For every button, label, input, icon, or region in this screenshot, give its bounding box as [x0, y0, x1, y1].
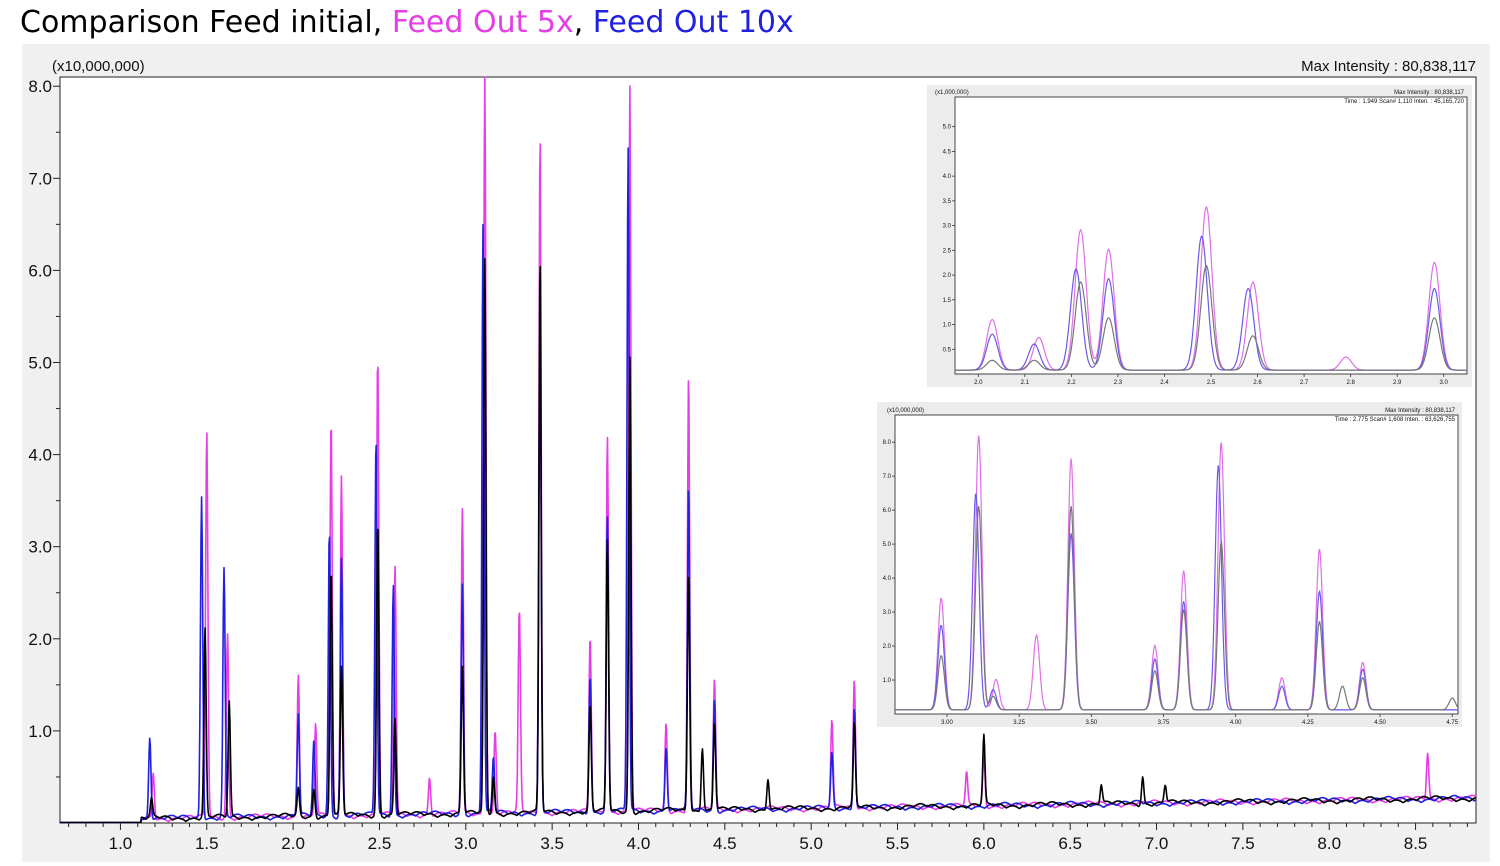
series-line-feed-initial: [59, 258, 1477, 824]
chart-title: Comparison Feed initial, Feed Out 5x, Fe…: [20, 4, 794, 42]
inset-1-subheader: Time : 1.949 Scan# 1,110 Inten. : 45,165…: [1344, 99, 1464, 105]
y-tick-label: 8.0: [28, 77, 52, 96]
inset-chart-2: (x10,000,000) Max Intensity : 80,838,117…: [877, 402, 1462, 727]
title-series-feed-out-10x: Feed Out 10x: [592, 5, 794, 40]
x-tick-label: 1.5: [195, 834, 219, 853]
inset-2-multiplier: (x10,000,000): [887, 408, 924, 414]
x-tick-label: 8.0: [1317, 834, 1341, 853]
max-intensity-label: Max Intensity : 80,838,117: [1301, 58, 1476, 75]
y-tick-label: 2.0: [28, 630, 52, 649]
inset-1-axes: 2.0 2.1 2.2 2.3 2.4 2.5 2.6 2.7 2.8 2.9 3.0 0.5 1.0 1…: [943, 125, 1449, 386]
inset-y-tick-label: 1.0: [943, 323, 952, 329]
inset-y-tick-label: 5.0: [883, 542, 892, 548]
inset-y-tick-label: 3.0: [943, 224, 952, 230]
title-sep-1: ,: [372, 5, 392, 40]
inset-2-plot-area: [894, 414, 1459, 715]
inset-y-tick-label: 4.5: [943, 149, 952, 155]
inset-y-tick-label: 2.0: [943, 273, 952, 279]
inset-y-tick-label: 7.0: [883, 474, 892, 480]
inset-x-tick-label: 2.3: [1114, 380, 1123, 386]
inset-1-header: Max Intensity : 80,838,117: [1394, 90, 1465, 96]
inset-x-tick-label: 4.50: [1374, 720, 1386, 726]
inset-y-tick-label: 1.0: [883, 678, 892, 684]
x-tick-label: 2.5: [368, 834, 392, 853]
inset-y-tick-label: 6.0: [883, 508, 892, 514]
inset-series-line-feed-initial: [955, 264, 1467, 371]
inset-x-tick-label: 4.25: [1302, 720, 1314, 726]
inset-x-tick-label: 2.5: [1207, 380, 1216, 386]
inset-y-tick-label: 5.0: [943, 125, 952, 131]
inset-x-tick-label: 2.7: [1300, 380, 1309, 386]
inset-y-tick-label: 0.5: [943, 347, 952, 353]
y-tick-label: 6.0: [28, 261, 52, 280]
x-tick-label: 5.5: [886, 834, 910, 853]
inset-x-tick-label: 3.0: [1440, 380, 1449, 386]
inset-y-tick-label: 2.0: [883, 644, 892, 650]
inset-2-series: [894, 435, 1459, 711]
x-tick-label: 6.5: [1058, 834, 1082, 853]
x-tick-label: 4.5: [713, 834, 737, 853]
x-tick-label: 4.0: [627, 834, 651, 853]
y-tick-label: 3.0: [28, 538, 52, 557]
inset-x-tick-label: 2.6: [1253, 380, 1262, 386]
inset-y-tick-label: 3.5: [943, 199, 952, 205]
inset-x-tick-label: 4.00: [1230, 720, 1242, 726]
title-prefix: Comparison Feed initial: [20, 5, 373, 40]
inset-x-tick-label: 3.50: [1085, 720, 1097, 726]
main-series: [59, 76, 1477, 824]
y-tick-label: 1.0: [28, 722, 52, 741]
y-multiplier-label: (x10,000,000): [52, 58, 145, 75]
inset-2-header: Max Intensity : 80,838,117: [1385, 408, 1456, 414]
x-tick-label: 3.0: [454, 834, 478, 853]
x-tick-label: 8.5: [1404, 834, 1428, 853]
title-series-feed-out-5x: Feed Out 5x: [391, 5, 574, 40]
inset-x-tick-label: 2.0: [974, 380, 983, 386]
inset-x-tick-label: 2.1: [1021, 380, 1030, 386]
inset-x-tick-label: 2.4: [1160, 380, 1169, 386]
inset-y-tick-label: 2.5: [943, 248, 952, 254]
x-tick-label: 2.0: [281, 834, 305, 853]
x-tick-label: 6.0: [972, 834, 996, 853]
inset-chart-1: (x1,000,000) Max Intensity : 80,838,117 …: [927, 85, 1472, 387]
title-sep-2: ,: [573, 5, 593, 40]
inset-x-tick-label: 2.9: [1393, 380, 1402, 386]
inset-x-tick-label: 3.00: [941, 720, 953, 726]
inset-1-plot-area: [954, 96, 1468, 375]
x-tick-label: 7.5: [1231, 834, 1255, 853]
inset-y-tick-label: 3.0: [883, 610, 892, 616]
x-tick-label: 3.5: [540, 834, 564, 853]
inset-2-subheader: Time : 2.775 Scan# 1,608 Inten. : 63,626…: [1335, 417, 1456, 423]
inset-y-tick-label: 1.5: [943, 298, 952, 304]
x-tick-label: 1.0: [109, 834, 133, 853]
x-tick-label: 5.0: [799, 834, 823, 853]
inset-x-tick-label: 3.25: [1013, 720, 1025, 726]
inset-y-tick-label: 4.0: [883, 576, 892, 582]
inset-1-multiplier: (x1,000,000): [935, 90, 969, 96]
main-axes: 1.0 1.5 2.0 2.5 3.0 3.5 4.0 4.5 5.0 5.5 6.0 6.5 7.0 7…: [28, 77, 1468, 853]
x-tick-label: 7.0: [1145, 834, 1169, 853]
y-tick-label: 4.0: [28, 446, 52, 465]
y-tick-label: 5.0: [28, 354, 52, 373]
inset-x-tick-label: 3.75: [1158, 720, 1170, 726]
inset-y-tick-label: 4.0: [943, 174, 952, 180]
inset-series-line-feed-initial: [895, 505, 1459, 711]
inset-x-tick-label: 2.8: [1346, 380, 1355, 386]
inset-x-tick-label: 4.75: [1446, 720, 1458, 726]
inset-2-axes: 3.00 3.25 3.50 3.75 4.00 4.25 4.50 4.75 1.0 2.0 3.…: [883, 440, 1459, 726]
inset-1-series: [955, 206, 1468, 371]
y-tick-label: 7.0: [28, 169, 52, 188]
inset-x-tick-label: 2.2: [1067, 380, 1076, 386]
inset-y-tick-label: 8.0: [883, 440, 892, 446]
